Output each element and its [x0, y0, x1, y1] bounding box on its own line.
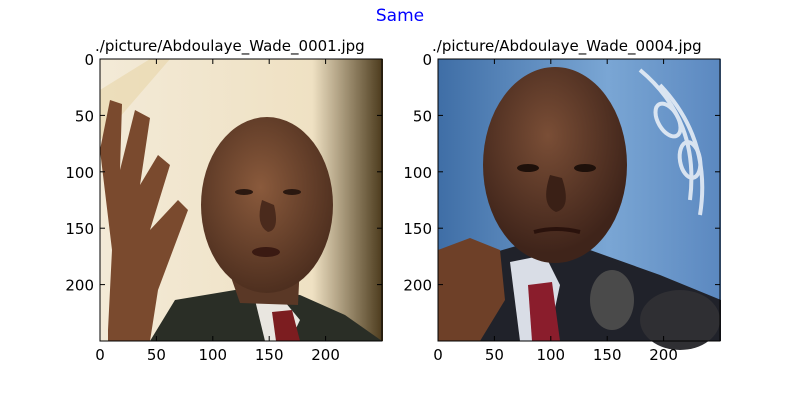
right-y-tick-label: 200 [403, 277, 432, 295]
right-x-tick-label: 50 [485, 346, 504, 364]
right-x-tick-label: 150 [593, 346, 622, 364]
left-photo [100, 59, 383, 341]
left-panel-title: ./picture/Abdoulaye_Wade_0001.jpg [95, 37, 365, 55]
left-x-tick-label: 0 [95, 346, 105, 364]
left-x-tick-label: 100 [198, 346, 227, 364]
right-photo [438, 59, 721, 350]
left-y-tick-label: 150 [65, 220, 94, 238]
right-y-tick-label: 100 [403, 164, 432, 182]
left-x-tick-label: 200 [311, 346, 340, 364]
left-axes-frame [99, 58, 383, 342]
left-y-tick-label: 0 [84, 51, 94, 69]
right-y-tick-label: 50 [413, 107, 432, 125]
right-y-tick-label: 0 [422, 51, 432, 69]
figure-suptitle: Same [375, 6, 425, 26]
left-x-tick-label: 50 [147, 346, 166, 364]
right-panel-title: ./picture/Abdoulaye_Wade_0004.jpg [432, 37, 702, 55]
left-y-tick-label: 100 [65, 164, 94, 182]
left-y-tick-label: 200 [65, 277, 94, 295]
left-x-tick-label: 150 [255, 346, 284, 364]
right-y-tick-label: 150 [403, 220, 432, 238]
right-x-tick-label: 0 [433, 346, 443, 364]
right-axes-frame [437, 58, 721, 342]
left-y-tick-label: 50 [75, 107, 94, 125]
right-x-tick-label: 200 [649, 346, 678, 364]
right-x-tick-label: 100 [536, 346, 565, 364]
